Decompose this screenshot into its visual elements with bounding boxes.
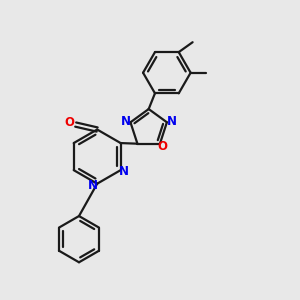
Text: N: N (119, 165, 129, 178)
Text: N: N (121, 115, 131, 128)
Text: O: O (65, 116, 75, 129)
Text: N: N (167, 115, 176, 128)
Text: O: O (158, 140, 168, 153)
Text: N: N (88, 179, 98, 192)
